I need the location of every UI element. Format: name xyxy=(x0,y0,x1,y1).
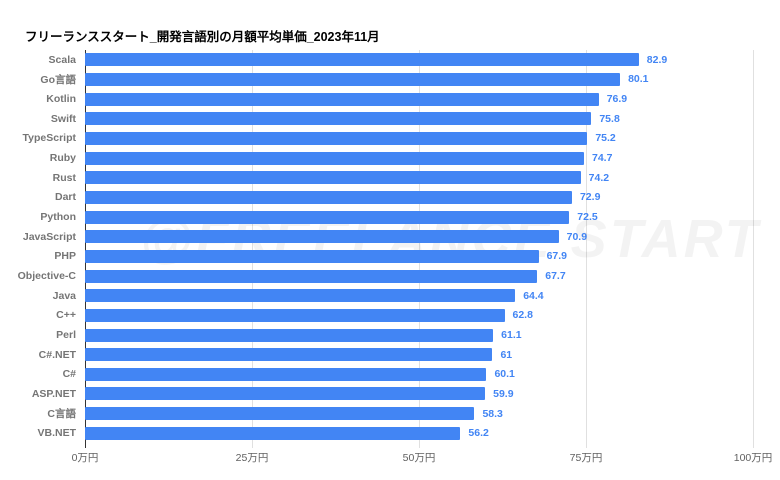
bar xyxy=(85,210,570,224)
x-axis: 0万円 25万円 50万円 75万円 100万円 xyxy=(72,450,773,464)
bar-rows-container: Scala 82.9 Go言語 80.1 Kotlin 76.9 Swift 7… xyxy=(18,50,753,443)
x-axis-tick-label: 100万円 xyxy=(733,452,773,464)
category-label: C++ xyxy=(56,309,76,322)
category-label: VB.NET xyxy=(37,427,76,440)
category-label: Scala xyxy=(48,53,76,66)
category-label: TypeScript xyxy=(22,132,76,145)
chart-title: フリーランススタート_開発言語別の月額平均単価_2023年11月 xyxy=(25,30,380,44)
bar-row: Scala 82.9 xyxy=(49,50,753,70)
value-label: 74.2 xyxy=(588,171,610,184)
x-axis-tick-label: 50万円 xyxy=(402,452,436,464)
bar-row: C# 60.1 xyxy=(63,365,753,385)
category-label: Ruby xyxy=(49,152,76,165)
gridline xyxy=(753,50,754,448)
x-axis-tick-label: 0万円 xyxy=(71,452,99,464)
category-label: C言語 xyxy=(47,408,76,421)
bar-row: C#.NET 61 xyxy=(39,345,753,365)
value-label: 82.9 xyxy=(646,53,668,66)
bar-row: Rust 74.2 xyxy=(53,168,753,188)
bar xyxy=(85,328,494,342)
category-label: Python xyxy=(40,211,76,224)
bar xyxy=(85,348,493,362)
bar xyxy=(85,112,592,126)
bar-row: Kotlin 76.9 xyxy=(46,89,753,109)
value-label: 75.2 xyxy=(595,132,616,145)
bar-row: Dart 72.9 xyxy=(55,188,753,208)
bar-row: Objective-C 67.7 xyxy=(18,266,753,286)
category-label: Dart xyxy=(54,191,76,204)
x-axis-tick-label: 75万円 xyxy=(569,452,603,464)
bar-row: C++ 62.8 xyxy=(56,306,753,326)
value-label: 61.1 xyxy=(501,329,522,342)
value-label: 60.1 xyxy=(494,368,515,381)
bar xyxy=(85,230,559,244)
bar xyxy=(85,53,639,67)
value-label: 62.8 xyxy=(512,309,533,322)
bar xyxy=(85,367,487,381)
bar-row: TypeScript 75.2 xyxy=(23,129,753,149)
bar xyxy=(85,407,475,421)
value-label: 59.9 xyxy=(493,387,514,400)
category-label: C# xyxy=(62,368,76,381)
y-axis-line xyxy=(85,50,86,448)
category-label: Java xyxy=(52,289,76,302)
bar xyxy=(85,426,461,440)
value-label: 67.9 xyxy=(546,250,567,263)
bar xyxy=(85,269,538,283)
bar-row: Perl 61.1 xyxy=(56,325,753,345)
bar-row: ASP.NET 59.9 xyxy=(32,384,753,404)
value-label: 76.9 xyxy=(606,93,628,106)
bar xyxy=(85,249,539,263)
value-label: 75.8 xyxy=(599,112,620,125)
bar xyxy=(85,151,584,165)
bar xyxy=(85,131,588,145)
bar xyxy=(85,72,621,86)
value-label: 61 xyxy=(500,348,513,361)
value-label: 74.7 xyxy=(591,152,613,165)
category-label: Go言語 xyxy=(40,73,76,86)
category-label: Kotlin xyxy=(46,93,76,106)
bar-row: Swift 75.8 xyxy=(51,109,753,129)
category-label: JavaScript xyxy=(22,230,76,243)
bar-row: Go言語 80.1 xyxy=(40,70,753,90)
bar-row: Java 64.4 xyxy=(53,286,753,306)
bar xyxy=(85,171,581,185)
category-label: ASP.NET xyxy=(31,387,76,400)
bar-row: C言語 58.3 xyxy=(47,404,753,424)
category-label: PHP xyxy=(54,250,76,263)
category-label: Objective-C xyxy=(17,270,76,283)
bar xyxy=(85,190,572,204)
gridline xyxy=(252,50,253,448)
x-axis-tick-label: 25万円 xyxy=(235,452,269,464)
value-label: 64.4 xyxy=(523,289,544,302)
value-label: 70.9 xyxy=(566,230,588,243)
bar-row: PHP 67.9 xyxy=(54,247,753,267)
bar-row: Python 72.5 xyxy=(40,207,753,227)
plot-area: @FREELANCE START Scala 82.9 Go言語 80.1 Ko… xyxy=(18,50,772,464)
category-label: Perl xyxy=(56,329,76,342)
value-label: 56.2 xyxy=(468,427,489,440)
bar-row: VB.NET 56.2 xyxy=(37,423,753,443)
bar xyxy=(85,92,599,106)
bar-row: Ruby 74.7 xyxy=(50,148,753,168)
category-label: Swift xyxy=(50,112,76,125)
value-label: 80.1 xyxy=(628,73,649,86)
bar xyxy=(85,289,516,303)
bar xyxy=(85,387,486,401)
bar-row: JavaScript 70.9 xyxy=(23,227,753,247)
value-label: 72.5 xyxy=(577,211,598,224)
gridline xyxy=(586,50,587,448)
category-label: Rust xyxy=(52,171,76,184)
value-label: 58.3 xyxy=(482,407,503,420)
category-label: C#.NET xyxy=(38,348,76,361)
gridline xyxy=(419,50,420,448)
value-label: 72.9 xyxy=(579,191,601,204)
value-label: 67.7 xyxy=(545,270,566,283)
bar xyxy=(85,308,505,322)
